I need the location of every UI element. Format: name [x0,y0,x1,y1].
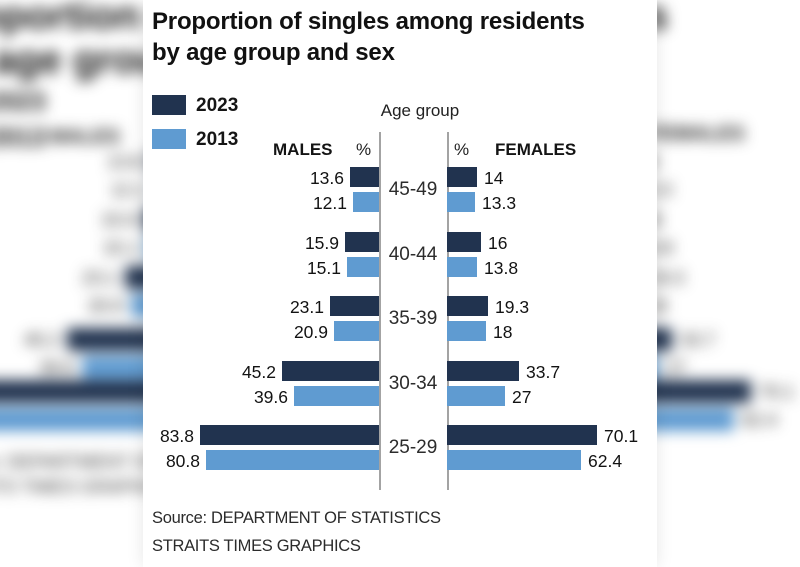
bar-females-2013-45-49 [447,192,475,212]
legend-swatch-2023 [152,95,186,115]
legend-label-2013: 2013 [196,129,239,150]
right-percent-symbol: % [454,140,470,159]
source-line: Source: DEPARTMENT OF STATISTICS [152,509,441,527]
value-females-2013-35-39: 18 [493,322,513,342]
bg-value-males-2023-40-44: 15.9 [100,210,136,230]
bar-males-2023-45-49 [350,167,379,187]
chart-title-line2: by age group and sex [152,39,395,66]
value-females-2023-30-34: 33.7 [526,362,561,382]
bar-females-2023-45-49 [447,167,477,187]
bg-males-header: MALES [50,126,120,148]
bg-value-males-2013-30-34: 39.6 [38,358,74,378]
value-males-2013-25-29: 80.8 [165,451,200,471]
bar-females-2023-35-39 [447,296,488,316]
age-label-35-39: 35-39 [388,308,438,329]
bg-value-males-2013-40-44: 15.1 [102,238,138,258]
credit-line: STRAITS TIMES GRAPHICS [152,537,361,555]
value-males-2013-45-49: 12.1 [312,193,347,213]
value-females-2013-45-49: 13.3 [482,193,517,213]
bar-males-2023-25-29 [200,425,379,445]
value-males-2013-30-34: 39.6 [253,387,288,407]
value-males-2023-35-39: 23.1 [289,297,324,317]
age-label-45-49: 45-49 [388,179,438,200]
bg-value-males-2023-35-39: 23.1 [81,268,117,288]
bg-value-females-2023-35-39: 19.3 [649,268,685,288]
bar-males-2013-30-34 [294,386,379,406]
chart-card: Proportion of singles among residents by… [143,0,657,567]
age-group-axis-title: Age group [380,101,460,120]
bar-males-2023-40-44 [345,232,379,252]
age-label-25-29: 25-29 [388,437,438,458]
bar-females-2013-25-29 [447,450,581,470]
age-label-40-44: 40-44 [388,244,438,265]
left-percent-symbol: % [356,140,372,159]
value-males-2023-45-49: 13.6 [309,168,344,188]
bg-source-line2: STRAITS TIMES GRAPHICS [0,477,175,497]
bg-value-males-2013-45-49: 12.1 [110,180,146,200]
value-females-2023-45-49: 14 [484,168,504,188]
bar-males-2013-25-29 [206,450,379,470]
value-females-2023-40-44: 16 [488,233,508,253]
value-females-2013-25-29: 62.4 [588,451,623,471]
value-females-2023-35-39: 19.3 [495,297,530,317]
bg-value-females-2023-25-29: 70.1 [759,382,795,402]
bg-value-females-2013-30-34: 27 [666,358,687,378]
value-females-2023-25-29: 70.1 [604,426,639,446]
bar-males-2013-45-49 [353,192,379,212]
bg-legend-label-2023: 2023 [0,86,46,116]
bg-value-males-2023-30-34: 45.2 [23,330,59,350]
left-axis-line [379,132,381,490]
bar-males-2013-40-44 [347,257,379,277]
value-females-2013-30-34: 27 [512,387,532,407]
legend-label-2023: 2023 [196,95,239,116]
bg-value-females-2013-25-29: 62.4 [742,410,778,430]
bg-legend-label-2013: 2013 [0,122,46,152]
bg-bar-males-2023-25-29 [0,380,185,403]
bar-males-2023-35-39 [330,296,379,316]
value-males-2013-35-39: 20.9 [293,322,328,342]
bar-females-2013-40-44 [447,257,477,277]
value-males-2023-40-44: 15.9 [304,233,339,253]
bar-females-2023-30-34 [447,361,519,381]
males-header: MALES [273,140,333,159]
bar-females-2013-35-39 [447,321,486,341]
value-males-2013-40-44: 15.1 [306,258,341,278]
bar-males-2023-30-34 [282,361,379,381]
bar-males-2013-35-39 [334,321,379,341]
value-females-2013-40-44: 13.8 [484,258,519,278]
bg-bar-males-2013-25-29 [0,408,185,431]
bg-value-females-2023-30-34: 33.7 [680,330,716,350]
bg-value-males-2013-35-39: 20.9 [87,296,123,316]
chart-title-line1: Proportion of singles among residents [152,8,585,35]
bg-value-males-2023-45-49: 13.6 [106,152,142,172]
bar-females-2023-40-44 [447,232,481,252]
value-males-2023-30-34: 45.2 [241,362,276,382]
age-label-30-34: 30-34 [388,373,438,394]
bar-females-2013-30-34 [447,386,505,406]
legend-swatch-2013 [152,129,186,149]
females-header: FEMALES [495,140,577,159]
value-males-2023-25-29: 83.8 [159,426,194,446]
bg-females-header: FEMALES [649,123,745,145]
bar-females-2023-25-29 [447,425,597,445]
